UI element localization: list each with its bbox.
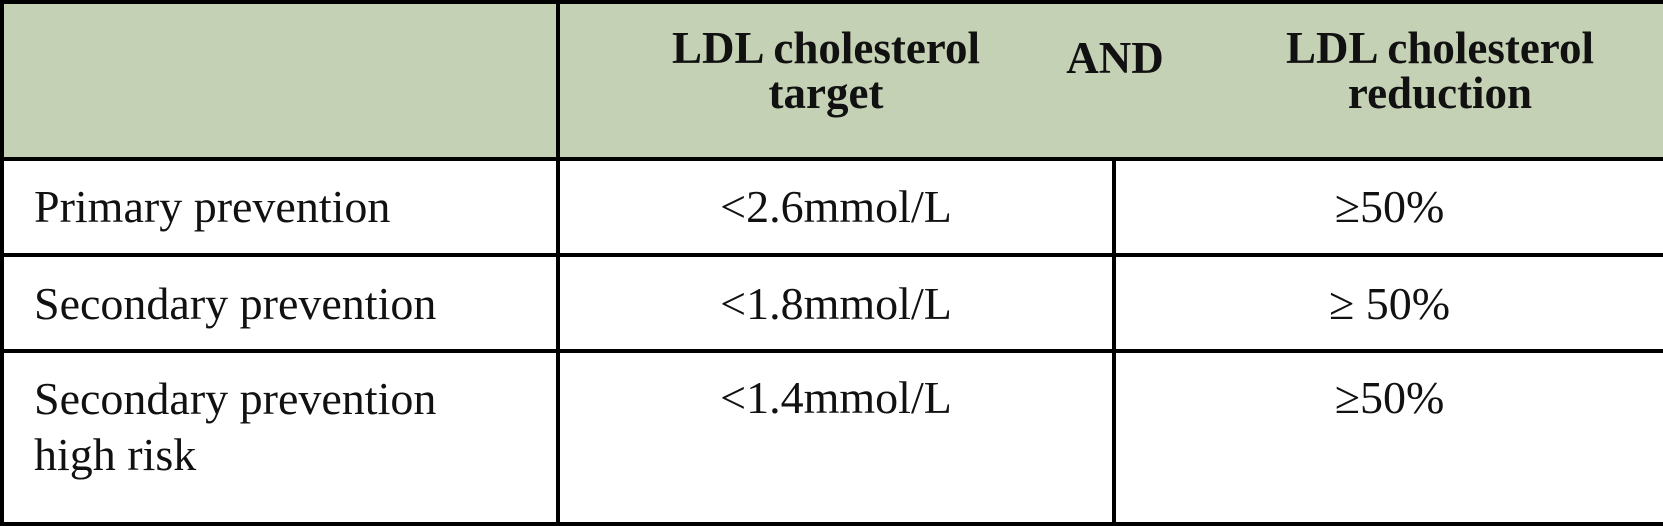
row: Secondary prevention <1.8mmol/L ≥ 50%	[0, 252, 1663, 354]
row-label: Primary prevention	[0, 156, 560, 257]
reduction-cell: ≥ 50%	[1112, 252, 1663, 354]
row-label: Secondary prevention	[0, 252, 560, 354]
header-row: LDL cholesterol target AND LDL cholester…	[0, 0, 1663, 161]
reduction-cell: ≥50%	[1112, 349, 1663, 526]
header-label: LDL cholesterol reduction	[1286, 23, 1594, 119]
target-cell: <1.8mmol/L	[556, 252, 1116, 354]
header-cell: LDL cholesterol target AND LDL cholester…	[556, 0, 1663, 161]
reduction-cell: ≥50%	[1112, 156, 1663, 257]
row: Secondary prevention high risk <1.4mmol/…	[0, 349, 1663, 526]
header-empty-cell	[0, 0, 560, 161]
header-label: LDL cholesterol target	[672, 23, 980, 119]
target-cell: <2.6mmol/L	[556, 156, 1116, 257]
row-label: Secondary prevention high risk	[0, 349, 560, 526]
header-content: LDL cholesterol target AND LDL cholester…	[560, 4, 1663, 156]
header-connector: AND	[1066, 33, 1164, 84]
row: Primary prevention <2.6mmol/L ≥50%	[0, 156, 1663, 257]
target-cell: <1.4mmol/L	[556, 349, 1116, 526]
